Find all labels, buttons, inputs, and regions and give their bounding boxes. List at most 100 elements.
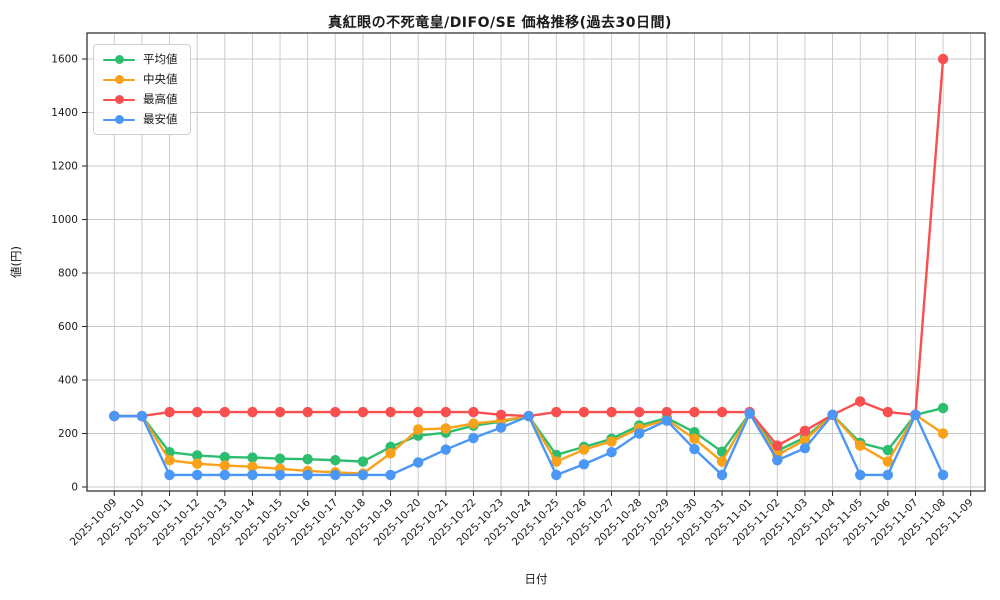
y-tick-label: 600 bbox=[58, 321, 78, 333]
x-axis-label: 日付 bbox=[524, 572, 548, 586]
data-point bbox=[274, 469, 286, 481]
data-point bbox=[937, 402, 949, 414]
legend-item-median: 中央値 bbox=[103, 72, 178, 87]
data-point bbox=[799, 443, 811, 454]
data-point bbox=[412, 424, 424, 435]
data-point bbox=[385, 448, 396, 459]
data-point bbox=[302, 406, 313, 418]
data-point bbox=[606, 406, 617, 418]
y-tick-label: 1600 bbox=[51, 54, 78, 66]
data-point bbox=[219, 451, 231, 463]
data-point bbox=[468, 418, 479, 429]
data-point bbox=[164, 469, 175, 481]
data-point bbox=[882, 444, 894, 456]
data-point bbox=[136, 410, 148, 422]
data-point bbox=[523, 410, 534, 422]
y-tick-label: 0 bbox=[71, 482, 78, 494]
data-point bbox=[606, 436, 617, 447]
data-point bbox=[164, 406, 175, 418]
min-series-marker-icon bbox=[103, 114, 135, 125]
data-point bbox=[689, 443, 700, 455]
data-point bbox=[191, 406, 203, 418]
y-tick-label: 1400 bbox=[51, 107, 78, 119]
data-point bbox=[440, 423, 452, 434]
data-point bbox=[716, 469, 728, 481]
data-point bbox=[468, 432, 479, 444]
data-point bbox=[495, 422, 507, 433]
data-point bbox=[689, 406, 700, 418]
y-tick-label: 800 bbox=[58, 268, 78, 280]
data-point bbox=[551, 406, 562, 418]
data-point bbox=[219, 460, 231, 471]
legend: 平均値 中央値 最高値 最安値 bbox=[93, 44, 191, 135]
data-point bbox=[247, 461, 258, 472]
data-point bbox=[937, 469, 949, 481]
data-point bbox=[247, 406, 258, 418]
data-point bbox=[578, 459, 590, 470]
data-point bbox=[495, 409, 507, 420]
data-point bbox=[302, 469, 313, 481]
data-point bbox=[716, 406, 728, 418]
median-series-marker-icon bbox=[103, 74, 135, 85]
data-point bbox=[633, 406, 645, 418]
data-point bbox=[357, 469, 369, 481]
data-point bbox=[385, 469, 396, 481]
data-point bbox=[661, 415, 673, 426]
data-point bbox=[357, 456, 369, 467]
data-point bbox=[854, 440, 866, 451]
data-point bbox=[578, 444, 590, 455]
data-point bbox=[716, 456, 728, 467]
data-point bbox=[606, 447, 617, 458]
data-point bbox=[330, 406, 341, 418]
data-point bbox=[164, 455, 175, 466]
data-point bbox=[882, 469, 894, 481]
data-point bbox=[882, 456, 894, 467]
data-point bbox=[440, 444, 452, 455]
data-point bbox=[772, 440, 783, 451]
data-point bbox=[633, 428, 645, 439]
data-point bbox=[854, 396, 866, 407]
data-point bbox=[882, 406, 894, 418]
data-point bbox=[274, 453, 286, 464]
data-point bbox=[274, 406, 286, 418]
data-point bbox=[330, 455, 341, 466]
data-point bbox=[744, 408, 755, 419]
legend-item-min: 最安値 bbox=[103, 112, 178, 127]
data-point bbox=[385, 406, 396, 418]
chart-title: 真紅眼の不死竜皇/DIFO/SE 価格推移(過去30日間) bbox=[328, 15, 672, 31]
data-point bbox=[302, 453, 313, 465]
legend-item-max: 最高値 bbox=[103, 92, 178, 107]
data-point bbox=[109, 410, 120, 422]
y-tick-label: 400 bbox=[58, 375, 78, 387]
data-point bbox=[799, 425, 811, 437]
data-point bbox=[854, 469, 866, 481]
data-point bbox=[412, 457, 424, 468]
data-point bbox=[247, 452, 258, 463]
y-tick-label: 1000 bbox=[51, 214, 78, 226]
data-point bbox=[772, 455, 783, 466]
data-point bbox=[440, 406, 452, 418]
y-tick-label: 200 bbox=[58, 428, 78, 440]
data-point bbox=[578, 406, 590, 418]
data-point bbox=[910, 409, 921, 420]
data-point bbox=[937, 53, 949, 65]
data-point bbox=[551, 456, 562, 467]
data-point bbox=[937, 428, 949, 439]
max-series-marker-icon bbox=[103, 94, 135, 105]
data-point bbox=[661, 406, 673, 418]
data-point bbox=[827, 409, 838, 420]
data-point bbox=[468, 406, 479, 418]
data-point bbox=[551, 469, 562, 481]
y-tick-label: 1200 bbox=[51, 161, 78, 173]
data-point bbox=[799, 434, 811, 446]
data-point bbox=[716, 446, 728, 457]
legend-label-min: 最安値 bbox=[143, 112, 178, 126]
legend-item-average: 平均値 bbox=[103, 52, 178, 67]
data-point bbox=[219, 406, 231, 418]
data-point bbox=[191, 469, 203, 481]
data-point bbox=[412, 406, 424, 418]
data-point bbox=[191, 458, 203, 469]
data-point bbox=[247, 469, 258, 481]
